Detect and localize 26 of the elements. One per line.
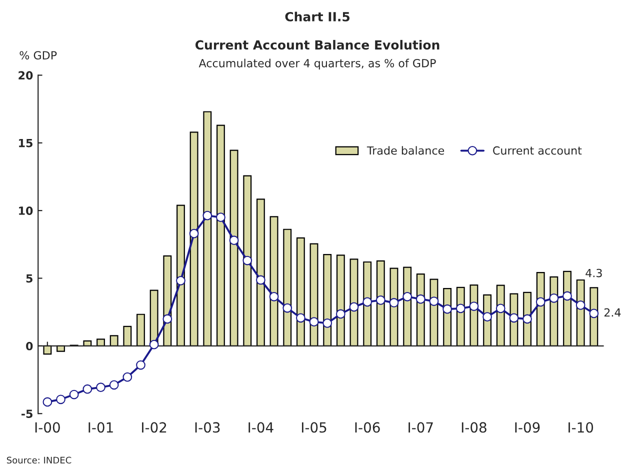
y-tick-label: 0: [26, 342, 33, 350]
x-tick-label: I-10: [568, 422, 594, 433]
chart-title: Current Account Balance Evolution: [195, 40, 440, 50]
x-tick-label: I-07: [408, 422, 433, 433]
x-tick-label: I-01: [88, 422, 113, 433]
chart-subtitle: Accumulated over 4 quarters, as % of GDP: [198, 58, 436, 70]
y-tick-label: 15: [19, 139, 32, 148]
data-label: 4.3: [586, 268, 602, 278]
source-note: Source: INDEC: [6, 456, 72, 464]
legend-label: Current account: [493, 146, 582, 155]
x-tick-label: I-09: [515, 422, 540, 433]
data-label: 2.4: [604, 308, 621, 316]
x-tick-label: I-05: [302, 422, 326, 433]
x-tick-label: I-04: [248, 422, 274, 433]
y-tick-label: 20: [18, 71, 33, 80]
y-axis-title: % GDP: [20, 51, 57, 60]
legend-label: Trade balance: [366, 146, 444, 155]
y-tick-label: -5: [22, 410, 32, 418]
x-tick-label: I-02: [142, 422, 166, 433]
x-tick-label: I-03: [195, 422, 220, 433]
x-tick-label: I-08: [462, 422, 486, 433]
y-tick-label: 10: [19, 206, 33, 215]
text: Chart II.5: [285, 12, 350, 22]
x-tick-label: I-06: [355, 422, 380, 433]
y-tick-label: 5: [26, 274, 32, 283]
x-tick-label: I-00: [35, 422, 60, 433]
